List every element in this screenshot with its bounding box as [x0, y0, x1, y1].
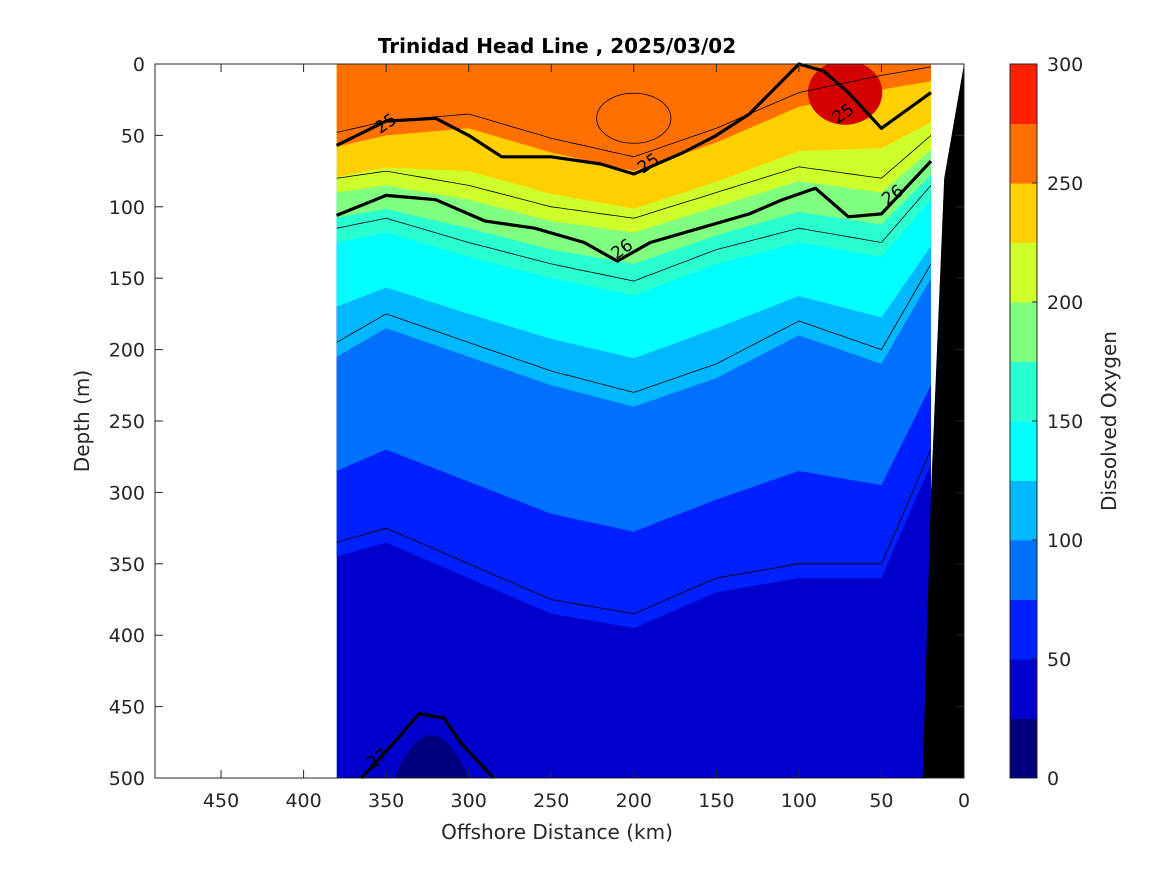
colorbar-swatch	[1010, 183, 1037, 243]
colorbar-swatch	[1010, 480, 1037, 541]
colorbar-swatch	[1010, 659, 1037, 719]
colorbar-swatch	[1010, 718, 1037, 779]
density-contours	[335, 62, 933, 780]
oxygen-isoline-50	[336, 449, 931, 615]
colorbar-tick-label: 200	[1047, 292, 1083, 314]
oxygen-isoline-150	[336, 185, 931, 282]
y-tick-label: 200	[109, 340, 145, 362]
density-contour-26-1	[336, 160, 933, 263]
colorbar-swatch	[1010, 421, 1037, 481]
x-tick-label: 0	[958, 790, 970, 812]
colorbar-tick-label: 50	[1047, 649, 1071, 671]
density-contour-27-2	[360, 712, 495, 780]
y-tick-label: 250	[109, 411, 145, 433]
y-tick-label: 150	[109, 268, 145, 290]
colorbar-tick-label: 100	[1047, 530, 1083, 552]
oxygen-isoline-100	[336, 263, 931, 393]
y-tick-label: 100	[109, 197, 145, 219]
oxygen-isoline-closed	[596, 92, 672, 144]
colorbar-swatch	[1010, 64, 1037, 124]
colorbar-swatch	[1010, 599, 1037, 660]
colorbar-swatch	[1010, 123, 1037, 184]
bathymetry-seafloor	[922, 64, 964, 778]
colorbar-tick-label: 150	[1047, 411, 1083, 433]
y-tick-label: 450	[109, 697, 145, 719]
y-tick-label: 50	[121, 125, 145, 147]
oxygen-band-0-25-core	[394, 735, 469, 778]
colorbar-swatch	[1010, 540, 1037, 600]
x-tick-label: 300	[451, 790, 487, 812]
y-tick-label: 400	[109, 625, 145, 647]
colorbar: 0 50 100 150 200 250 300 Dissolved Oxygen	[1009, 54, 1121, 790]
colorbar-swatch	[1010, 361, 1037, 422]
x-tick-label: 250	[533, 790, 569, 812]
colorbar-ticks: 0 50 100 150 200 250 300	[1032, 54, 1083, 790]
colorbar-swatch	[1010, 302, 1037, 362]
colorbar-tick-label: 0	[1047, 768, 1059, 790]
colorbar-tick-label: 300	[1047, 54, 1083, 76]
colorbar-label: Dissolved Oxygen	[1097, 331, 1121, 511]
y-tick-label: 500	[109, 768, 145, 790]
colorbar-swatch	[1010, 242, 1037, 303]
density-contour-25-0	[335, 62, 932, 176]
y-axis-ticks: 0 50 100 150 200 250 300 350 400 450 500	[109, 54, 964, 790]
y-tick-label: 0	[133, 54, 145, 76]
x-axis-label: Offshore Distance (km)	[441, 820, 673, 844]
y-axis-label: Depth (m)	[70, 370, 94, 472]
x-axis-ticks: 450 400 350 300 250 200 150 100 50 0	[203, 64, 970, 812]
colorbar-swatches	[1010, 64, 1037, 779]
x-tick-label: 350	[368, 790, 404, 812]
oxygen-isoline-200	[336, 135, 931, 219]
x-tick-label: 100	[781, 790, 817, 812]
y-tick-label: 350	[109, 554, 145, 576]
x-tick-label: 450	[203, 790, 239, 812]
y-tick-label: 300	[109, 482, 145, 504]
x-tick-label: 50	[869, 790, 893, 812]
x-tick-label: 200	[616, 790, 652, 812]
colorbar-tick-label: 250	[1047, 173, 1083, 195]
oxygen-fill-layer	[336, 64, 931, 778]
chart-title: Trinidad Head Line , 2025/03/02	[378, 34, 736, 58]
oxygen-band-250-275	[336, 64, 931, 172]
x-tick-label: 400	[285, 790, 321, 812]
x-tick-label: 150	[698, 790, 734, 812]
